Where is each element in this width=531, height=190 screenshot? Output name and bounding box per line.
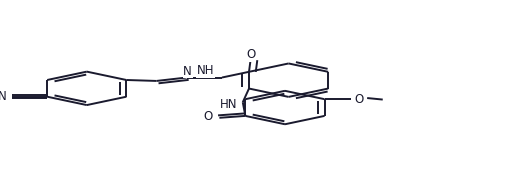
Text: O: O (246, 48, 255, 61)
Text: N: N (183, 65, 192, 78)
Text: O: O (203, 110, 212, 123)
Text: NH: NH (197, 64, 215, 77)
Text: O: O (354, 93, 363, 106)
Text: N: N (0, 90, 7, 103)
Text: HN: HN (219, 98, 237, 111)
